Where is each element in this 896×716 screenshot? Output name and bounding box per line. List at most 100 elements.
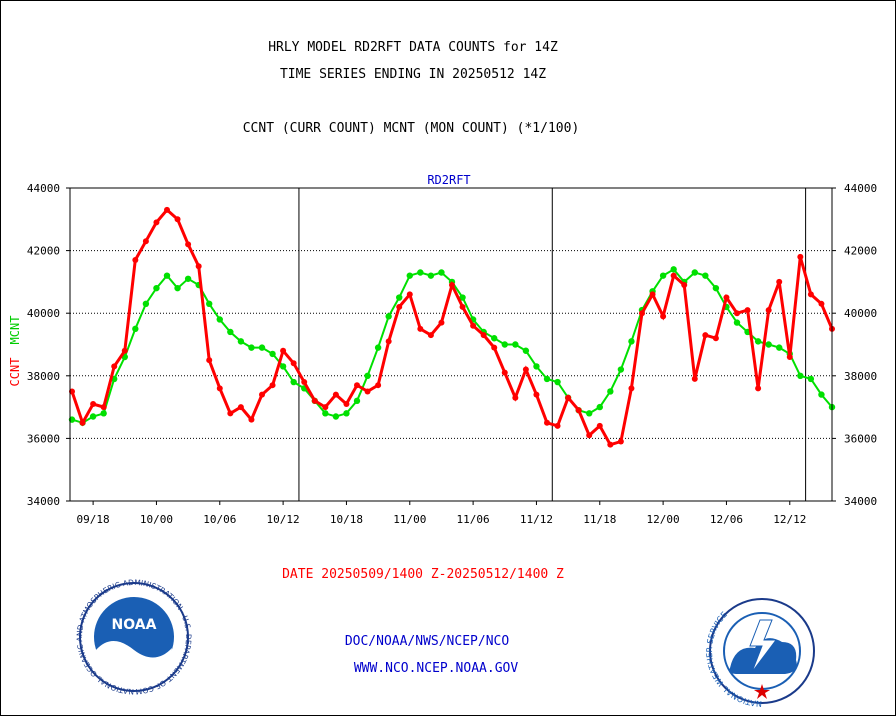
ccnt-point	[649, 291, 656, 298]
y-tick-label: 38000	[844, 370, 877, 383]
mcnt-point	[607, 388, 614, 395]
ccnt-point	[818, 300, 825, 307]
ccnt-point	[216, 385, 223, 392]
mcnt-point	[163, 272, 171, 279]
mcnt-point	[406, 272, 413, 279]
mcnt-point	[659, 272, 667, 279]
y-tick-label: 42000	[844, 245, 877, 258]
mcnt-point	[427, 272, 435, 279]
y-tick-label: 40000	[844, 307, 877, 320]
mcnt-point	[543, 375, 551, 383]
ccnt-point	[301, 379, 308, 386]
ccnt-point	[121, 347, 128, 354]
ccnt-point	[565, 394, 572, 401]
ccnt-point	[343, 400, 350, 407]
nws-logo: NATIONAL WEATHER SERVICE	[705, 598, 815, 708]
ccnt-point	[544, 419, 550, 426]
y-tick-label: 40000	[27, 307, 60, 320]
mcnt-point	[353, 397, 361, 405]
mcnt-point	[818, 391, 825, 398]
ccnt-point	[639, 310, 645, 317]
org-path-link[interactable]: DOC/NOAA/NWS/NCEP/NCO	[345, 634, 510, 649]
mcnt-point	[227, 328, 234, 336]
mcnt-point	[279, 363, 287, 370]
ccnt-point	[712, 335, 719, 342]
mcnt-point	[184, 275, 192, 282]
mcnt-point	[322, 410, 329, 417]
mcnt-point	[670, 266, 677, 273]
ccnt-point	[237, 404, 244, 411]
ccnt-point	[311, 397, 318, 404]
ccnt-point	[480, 332, 487, 339]
x-tick-label: 10/12	[267, 513, 300, 526]
x-tick-label: 12/12	[773, 513, 806, 526]
y-axis-label-ccnt: CCNT	[8, 358, 22, 387]
ccnt-point	[438, 319, 445, 326]
y-tick-labels-left: 34000 36000 38000 40000 42000 44000	[27, 182, 60, 508]
ccnt-point	[185, 241, 192, 248]
title-line-1: HRLY MODEL RD2RFT DATA COUNTS for 14Z	[268, 40, 558, 55]
ccnt-point	[755, 385, 762, 392]
y-tick-label: 34000	[27, 495, 60, 508]
x-tick-label: 10/18	[330, 513, 363, 526]
ccnt-point	[269, 382, 276, 389]
ccnt-point	[280, 347, 287, 354]
ccnt-point	[596, 422, 603, 429]
mcnt-point	[89, 413, 97, 420]
mcnt-point	[332, 413, 340, 420]
ccnt-point	[691, 375, 698, 382]
mcnt-point	[702, 272, 709, 279]
mcnt-point	[491, 335, 498, 342]
mcnt-point	[754, 338, 762, 345]
mcnt-point	[174, 284, 181, 292]
website-link[interactable]: WWW.NCO.NCEP.NOAA.GOV	[354, 661, 519, 676]
mcnt-point	[628, 338, 635, 345]
ccnt-point	[79, 419, 86, 426]
ccnt-point	[554, 422, 561, 429]
noaa-logo-text: NOAA	[112, 617, 157, 633]
ccnt-point	[470, 322, 477, 329]
ccnt-point	[153, 219, 160, 226]
ccnt-point	[628, 385, 635, 392]
ccnt-point	[607, 441, 614, 448]
x-tick-label: 12/00	[647, 513, 680, 526]
grid-lines	[66, 187, 836, 502]
ccnt-point	[776, 278, 783, 285]
ccnt-point	[702, 332, 709, 339]
y-tick-label: 36000	[27, 432, 60, 445]
mcnt-point	[438, 269, 445, 276]
mcnt-point	[216, 316, 223, 323]
noaa-logo: NATIONAL OCEANIC AND ATMOSPHERIC ADMINIS…	[0, 0, 193, 696]
mcnt-point	[153, 284, 160, 292]
ccnt-point	[449, 282, 455, 289]
mcnt-point	[364, 372, 371, 379]
mcnt-point	[290, 378, 297, 386]
ccnt-point	[227, 410, 234, 417]
x-tick-label: 10/00	[140, 513, 173, 526]
ccnt-point	[660, 313, 667, 320]
mcnt-point	[512, 341, 519, 348]
mcnt-point	[691, 269, 698, 276]
mcnt-point	[533, 363, 540, 370]
y-tick-label: 42000	[27, 245, 60, 258]
mcnt-point	[554, 378, 561, 386]
x-tick-label: 11/12	[520, 513, 553, 526]
ccnt-point	[164, 206, 170, 213]
ccnt-point	[132, 256, 139, 263]
noaa-ring-text: NATIONAL OCEANIC AND ATMOSPHERIC ADMINIS…	[0, 0, 193, 696]
y-tick-labels-right: 34000 36000 38000 40000 42000 44000	[844, 182, 877, 508]
mcnt-point	[586, 410, 593, 417]
ccnt-point	[396, 303, 403, 310]
mcnt-point	[248, 344, 255, 351]
ccnt-point	[385, 338, 392, 345]
ccnt-point	[459, 303, 466, 310]
mcnt-point	[396, 294, 403, 301]
ccnt-point	[744, 307, 751, 314]
ccnt-point	[206, 357, 213, 364]
y-tick-label: 36000	[844, 432, 877, 445]
ccnt-point	[322, 404, 329, 411]
x-tick-labels: 09/18 10/00 10/06 10/12 10/18 11/00 11/06 11/12…	[77, 501, 806, 526]
mcnt-point	[258, 344, 266, 351]
ccnt-point	[501, 369, 508, 376]
mcnt-point	[142, 300, 150, 308]
